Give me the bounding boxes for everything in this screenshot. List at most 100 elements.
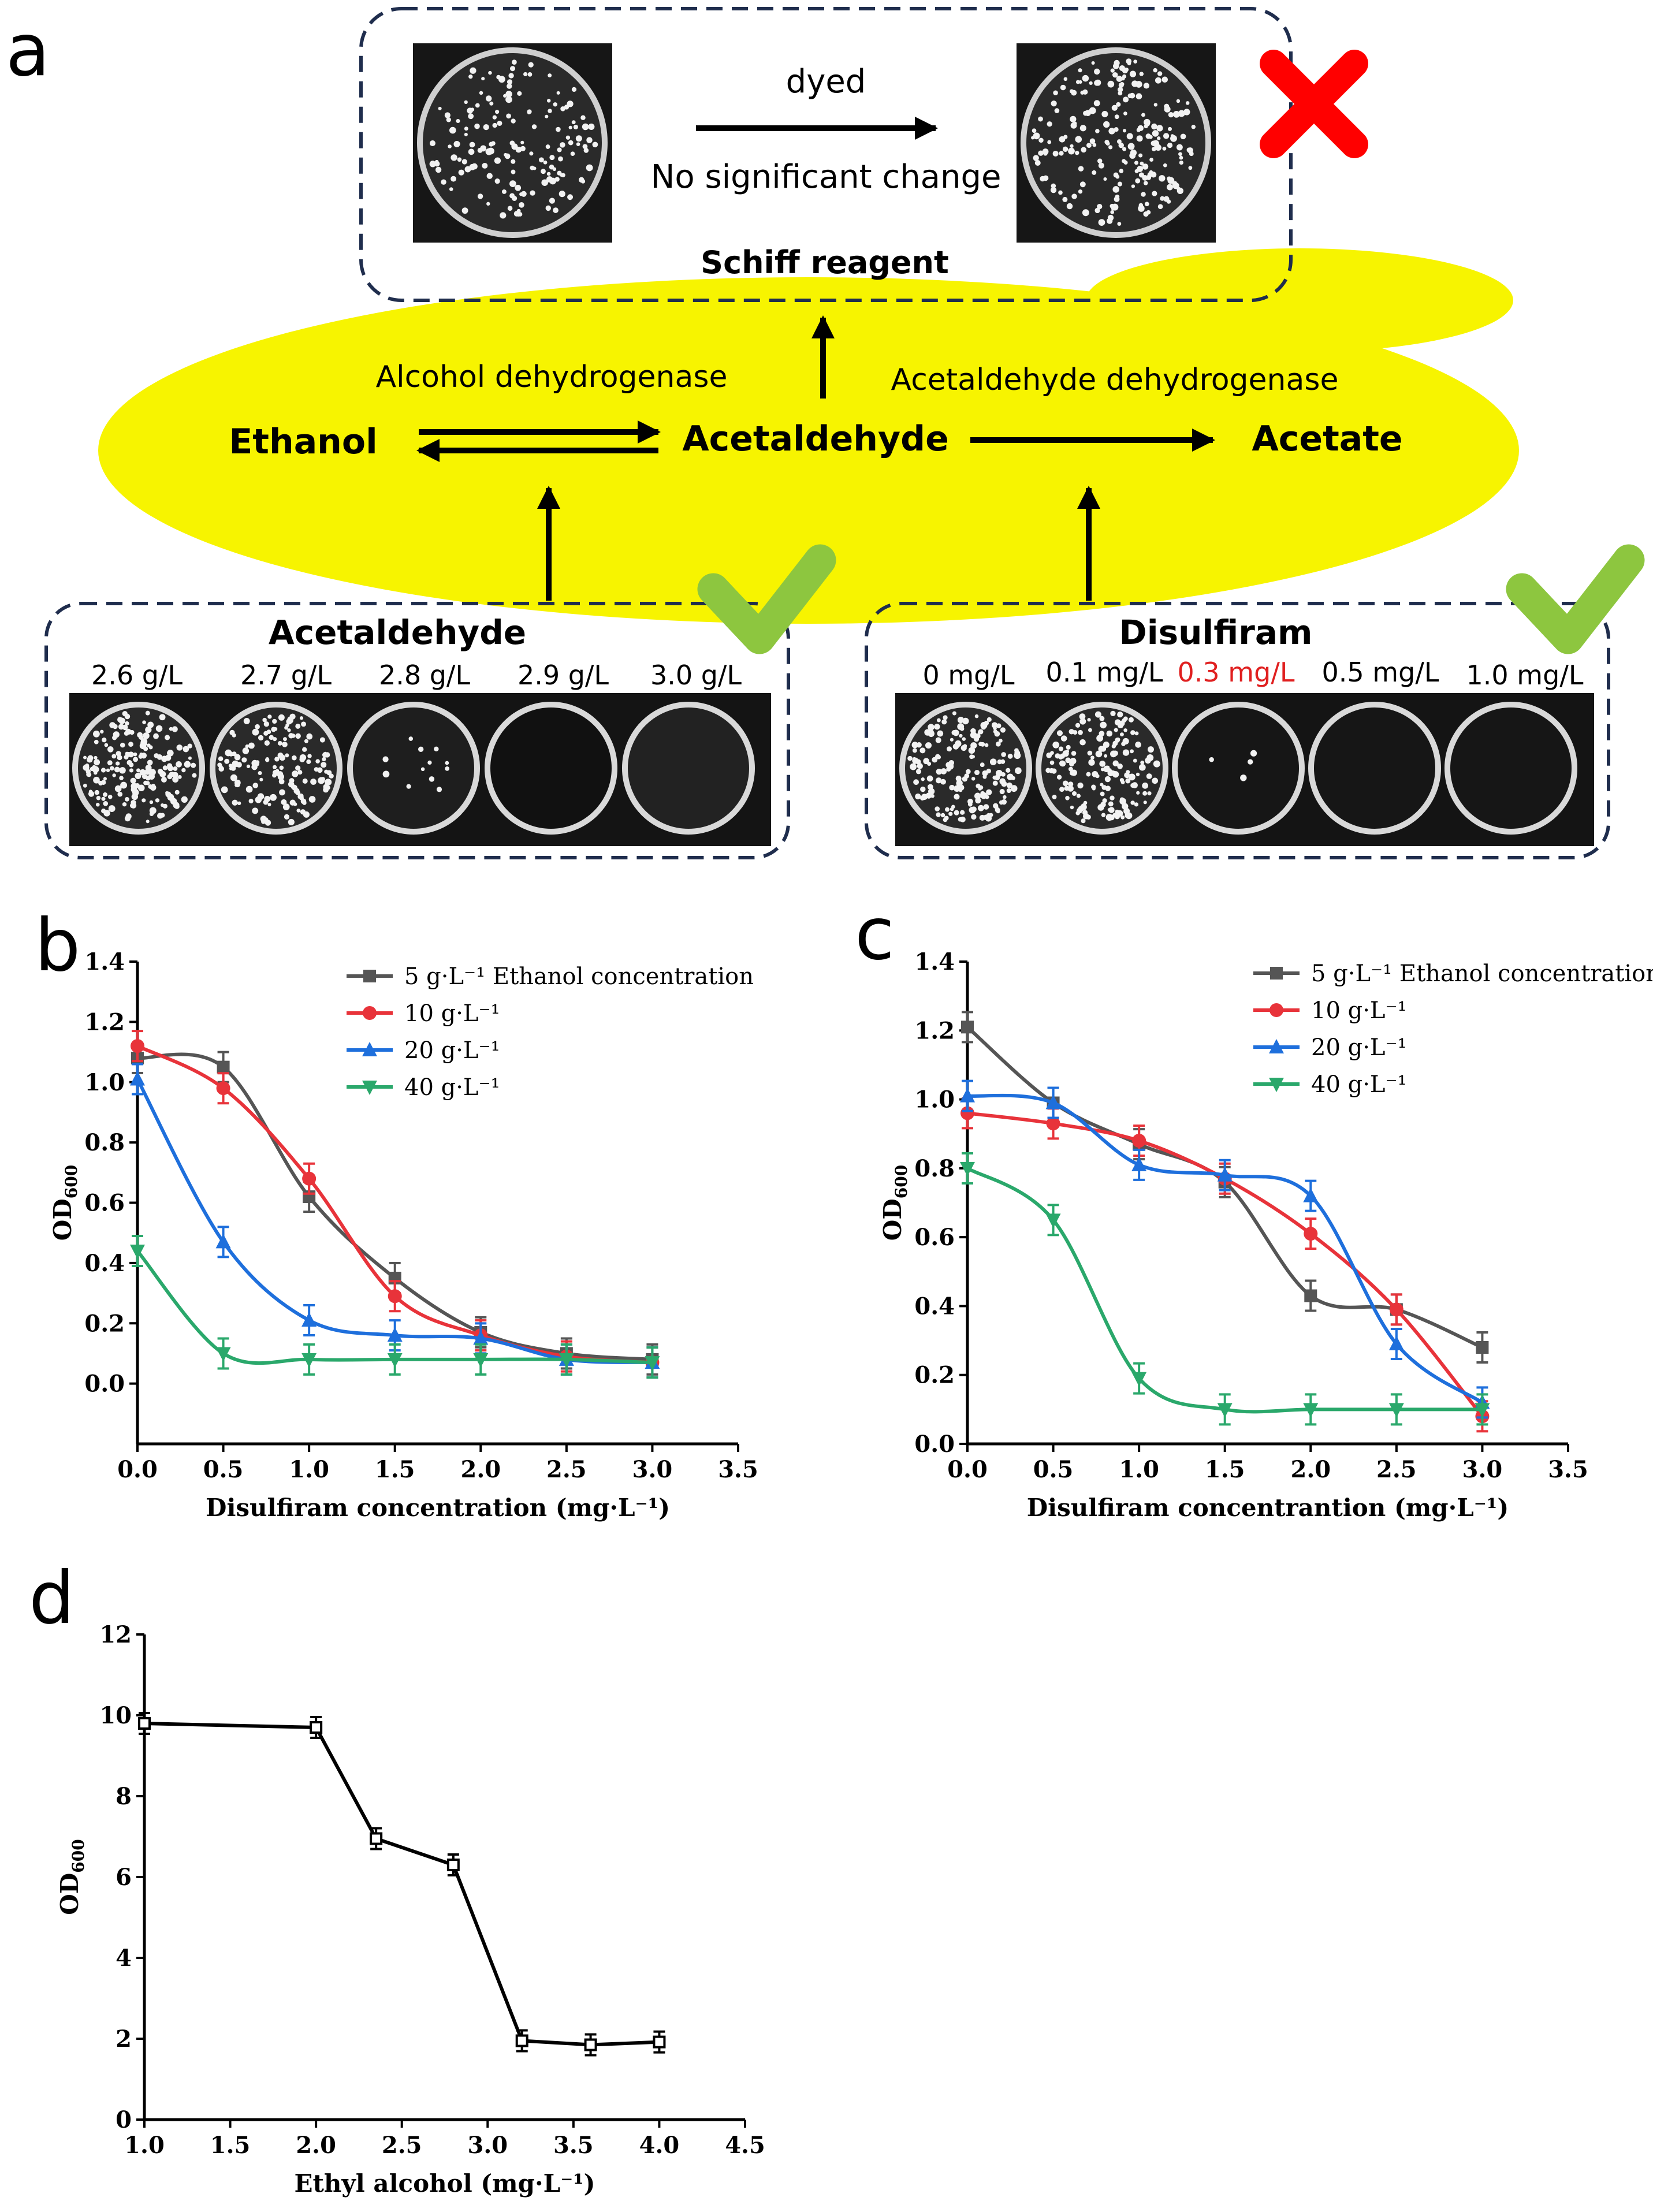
data-point [1269, 1078, 1284, 1092]
data-point [1045, 1213, 1061, 1228]
conc-label: 0.5 mg/L [1322, 657, 1439, 688]
colony [580, 179, 586, 184]
colony [946, 766, 951, 772]
colony [96, 795, 101, 800]
colony [1134, 731, 1139, 736]
colony [1130, 749, 1134, 754]
data-point [1132, 1134, 1146, 1148]
x-tick-label: 1.5 [210, 2132, 251, 2159]
colony [103, 801, 109, 806]
x-tick-label: 0.5 [1033, 1456, 1074, 1483]
colony [418, 746, 424, 753]
colony [1152, 777, 1159, 784]
colony [483, 124, 489, 131]
y-tick-label: 0.2 [84, 1310, 125, 1337]
colony [1125, 812, 1131, 819]
colony [582, 144, 588, 150]
colony [299, 716, 304, 720]
colony [187, 743, 192, 748]
colony [1134, 161, 1139, 165]
colony [263, 799, 269, 805]
x-tick-label: 0.0 [117, 1456, 158, 1483]
colony [1082, 89, 1088, 95]
colony [519, 192, 523, 196]
colony [583, 148, 589, 153]
colony [1138, 172, 1144, 178]
colony [1250, 750, 1257, 757]
x-axis-label: Disulfiram concentrantion (mg·L⁻¹) [1027, 1494, 1509, 1522]
petri-dish [1172, 702, 1305, 835]
colony [116, 761, 120, 766]
colony [131, 802, 137, 809]
colony [507, 83, 512, 89]
colony [1049, 760, 1055, 765]
colony [162, 765, 168, 770]
colony [155, 798, 160, 803]
colony [1138, 203, 1144, 208]
series-line [136, 1044, 653, 1365]
colony [967, 798, 973, 805]
colony [87, 757, 93, 763]
colony [122, 724, 128, 731]
colony [1052, 150, 1059, 157]
colony [1063, 135, 1068, 139]
colony [1139, 72, 1144, 76]
colony [1178, 152, 1182, 157]
data-point [302, 1171, 317, 1186]
colony [154, 753, 159, 758]
colony [1112, 813, 1117, 817]
colony [133, 757, 138, 762]
colony [511, 159, 516, 164]
conc-label: 3.0 g/L [650, 660, 742, 691]
colony [586, 164, 593, 172]
colony [1156, 125, 1163, 132]
colony [1038, 137, 1044, 143]
colony [482, 162, 488, 169]
colony [1157, 136, 1161, 140]
colony [1089, 138, 1096, 144]
colony [977, 805, 984, 811]
colony [560, 106, 565, 111]
colony [935, 754, 941, 759]
colony [429, 776, 435, 782]
colony [458, 169, 464, 176]
colony [1124, 772, 1130, 779]
colony [517, 91, 522, 96]
colony [181, 796, 188, 803]
colony [546, 172, 551, 176]
colony [155, 725, 163, 732]
colony [436, 787, 442, 792]
colony [1080, 803, 1087, 810]
colony [1053, 742, 1058, 747]
colony [912, 748, 917, 753]
colony [1062, 146, 1069, 152]
colony [289, 799, 296, 806]
colony [578, 136, 582, 141]
colony [266, 729, 271, 734]
colony [917, 763, 923, 769]
colony [494, 178, 500, 184]
colony [470, 107, 475, 111]
colony [1079, 718, 1086, 725]
colony [1090, 755, 1094, 760]
legend-entry: 10 g·L⁻¹ [1311, 997, 1407, 1024]
colony [382, 770, 390, 778]
colony [1140, 760, 1145, 765]
colony [541, 169, 546, 174]
panel-c-letter: c [855, 892, 895, 976]
colony [287, 728, 291, 732]
colony [302, 747, 307, 752]
colony [251, 764, 258, 770]
colony [1069, 729, 1074, 735]
colony [157, 813, 163, 819]
colony [88, 790, 92, 794]
colony [234, 754, 241, 761]
data-point [559, 1353, 574, 1368]
colony [300, 809, 306, 815]
colony [978, 742, 983, 747]
colony [145, 710, 150, 716]
colony [94, 739, 99, 744]
colony [112, 735, 117, 740]
colony [406, 784, 411, 789]
colony [565, 135, 571, 140]
